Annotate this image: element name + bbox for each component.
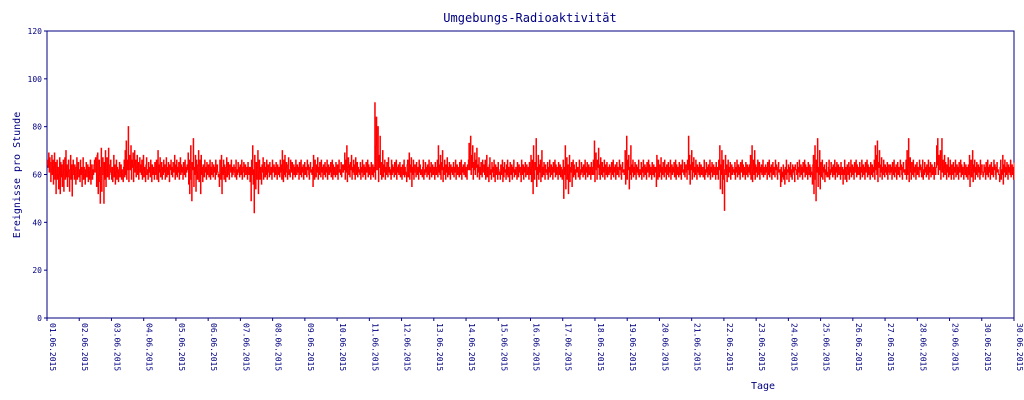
x-tick-label: 29.06.2015 xyxy=(951,323,960,371)
y-tick-label: 60 xyxy=(32,171,42,180)
x-tick-label: 23.06.2015 xyxy=(757,323,766,371)
x-tick-label: 01.06.2015 xyxy=(48,323,57,371)
x-tick-label: 26.06.2015 xyxy=(854,323,863,371)
x-tick-label: 19.06.2015 xyxy=(628,323,637,371)
x-tick-label: 27.06.2015 xyxy=(886,323,895,371)
y-axis: 0 20 40 60 80 100 120 xyxy=(28,27,47,323)
y-tick-label: 120 xyxy=(28,27,43,36)
x-tick-label: 21.06.2015 xyxy=(693,323,702,371)
x-axis: 01.06.2015 02.06.2015 03.06.2015 04.06.2015… xyxy=(46,318,1024,371)
x-axis-label: Tage xyxy=(751,381,775,392)
x-tick-label: 22.06.2015 xyxy=(725,323,734,371)
x-tick-label: 24.06.2015 xyxy=(789,323,798,371)
series-group xyxy=(47,102,1015,214)
x-tick-label: 30.06.2015 xyxy=(1015,323,1024,371)
y-tick-label: 100 xyxy=(28,75,43,84)
x-tick-label: 15.06.2015 xyxy=(499,323,508,371)
y-axis-label: Ereignisse pro Stunde xyxy=(12,112,23,238)
x-tick-label: 05.06.2015 xyxy=(177,323,186,371)
x-tick-label: 03.06.2015 xyxy=(112,323,121,371)
x-tick-label: 02.06.2015 xyxy=(80,323,89,371)
x-tick-label: 17.06.2015 xyxy=(564,323,573,371)
series-line xyxy=(47,102,1015,214)
x-tick-label: 16.06.2015 xyxy=(532,323,541,371)
x-tick-label: 09.06.2015 xyxy=(306,323,315,371)
x-tick-label: 12.06.2015 xyxy=(403,323,412,371)
x-tick-label: 18.06.2015 xyxy=(596,323,605,371)
x-tick-label: 20.06.2015 xyxy=(660,323,669,371)
y-tick-label: 0 xyxy=(37,314,42,323)
x-tick-label: 25.06.2015 xyxy=(822,323,831,371)
x-tick-label: 10.06.2015 xyxy=(338,323,347,371)
chart-title: Umgebungs-Radioaktivität xyxy=(443,11,616,25)
x-tick-label: 06.06.2015 xyxy=(209,323,218,371)
x-tick-label: 11.06.2015 xyxy=(370,323,379,371)
x-tick-label: 30.06.2015 xyxy=(983,323,992,371)
x-tick-label: 14.06.2015 xyxy=(467,323,476,371)
y-tick-label: 20 xyxy=(32,266,42,275)
y-tick-label: 40 xyxy=(32,218,42,227)
x-tick-label: 04.06.2015 xyxy=(145,323,154,371)
x-tick-label: 28.06.2015 xyxy=(918,323,927,371)
x-tick-label: 08.06.2015 xyxy=(274,323,283,371)
x-tick-label: 07.06.2015 xyxy=(241,323,250,371)
x-tick-label: 13.06.2015 xyxy=(435,323,444,371)
y-tick-label: 80 xyxy=(32,123,42,132)
